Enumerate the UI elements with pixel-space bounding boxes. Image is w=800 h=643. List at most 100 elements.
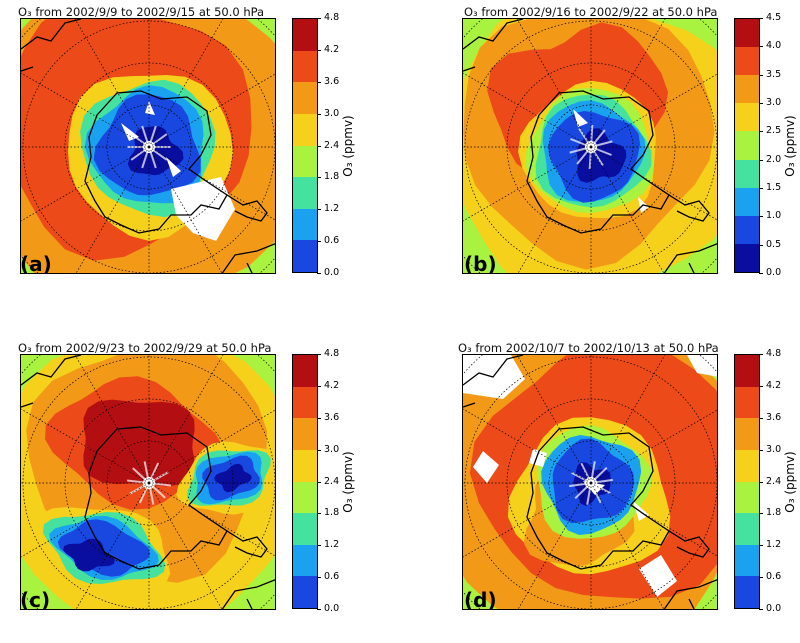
ozone-map [20, 354, 276, 610]
graticule [463, 19, 717, 273]
colorbar-segment [293, 386, 317, 419]
colorbar-tick-text: 0.0 [766, 267, 782, 278]
colorbar-tick-text: 3.0 [766, 97, 782, 108]
antarctica-coastline [526, 90, 670, 234]
colorbar-segment [735, 187, 759, 216]
missing-data-region [171, 177, 235, 241]
colorbar-tick-text: 0.6 [324, 235, 340, 247]
colorbar-tick-text: 1.5 [766, 182, 782, 193]
antarctic-peninsula-coastline [668, 530, 710, 558]
coastlines [21, 19, 275, 273]
meridian-line [590, 73, 717, 148]
colorbar-label: O₃ (ppmv) [341, 115, 355, 177]
colorbar-tick-text: 1.0 [766, 210, 782, 222]
panel-title: O₃ from 2002/10/7 to 2002/10/13 at 50.0 … [458, 341, 719, 355]
colorbar-segment [293, 355, 317, 387]
colorbar-tick-text: 0.0 [324, 603, 340, 614]
colorbar-tick-text: 4.8 [324, 12, 340, 23]
meridian-line [21, 482, 150, 558]
colorbar-segment [735, 19, 759, 48]
colorbar-tick-text: 0.0 [324, 267, 340, 278]
africa-coastline [21, 355, 82, 408]
ozone-map [20, 18, 276, 274]
panel-title: O₃ from 2002/9/9 to 2002/9/15 at 50.0 hP… [18, 5, 265, 19]
colorbar-tick-text: 4.5 [766, 12, 782, 23]
panel-title: O₃ from 2002/9/23 to 2002/9/29 at 50.0 h… [18, 341, 272, 355]
meridian-line [517, 146, 592, 273]
meridian-line [21, 72, 150, 148]
meridian-line [75, 146, 150, 273]
antarctic-peninsula-coastline [226, 194, 268, 222]
ozone-map [462, 354, 718, 610]
colorbar-segment [735, 131, 759, 160]
colorbar-label: O₃ (ppmv) [783, 451, 797, 513]
colorbar-tick-text: 4.8 [766, 348, 782, 359]
antarctica-coastline [526, 426, 670, 570]
meridian-line [590, 19, 666, 148]
colorbar-tick-text: 4.2 [324, 379, 340, 391]
colorbar-segment [293, 208, 317, 241]
antarctic-peninsula-coastline [668, 194, 710, 222]
colorbar-tick-text: 4.0 [766, 40, 782, 52]
colorbar-segment [735, 576, 759, 608]
colorbar-segment [293, 240, 317, 272]
panel-c: O₃ from 2002/9/23 to 2002/9/29 at 50.0 h… [0, 336, 380, 636]
colorbar-segment [735, 355, 759, 387]
colorbar-segment [293, 82, 317, 114]
missing-data-region [473, 451, 499, 483]
colorbar-tick-text: 3.6 [766, 411, 782, 423]
meridian-line [148, 482, 275, 557]
colorbar-tick-text: 2.4 [324, 139, 340, 151]
south-america-coastline [663, 243, 717, 273]
colorbar [292, 18, 318, 273]
colorbar-segment [293, 177, 317, 209]
colorbar-segment [293, 544, 317, 577]
missing-data-region [145, 101, 155, 115]
meridian-line [148, 73, 275, 148]
colorbar-segment [293, 50, 317, 83]
colorbar-tick-text: 3.6 [324, 411, 340, 423]
map-canvas [463, 19, 717, 273]
colorbar-tick-text: 1.2 [324, 539, 340, 551]
colorbar-segment [735, 47, 759, 76]
colorbar-segment [293, 481, 317, 514]
colorbar-segment [735, 215, 759, 244]
colorbar-tick-text: 3.0 [766, 443, 782, 455]
africa-coastline [463, 19, 524, 72]
colorbar-segment [735, 449, 759, 482]
antarctic-peninsula-coastline [226, 530, 268, 558]
meridian-line [590, 482, 717, 557]
south-america-coastline [221, 579, 275, 609]
colorbar-tick-text: 1.8 [324, 507, 340, 519]
colorbar-tick-text: 3.5 [766, 68, 782, 80]
graticule [463, 355, 717, 609]
colorbar-segment [735, 418, 759, 450]
map-canvas [21, 355, 275, 609]
colorbar-tick-text: 2.0 [766, 153, 782, 165]
missing-data-region [639, 555, 677, 597]
colorbar-tick-text: 1.8 [324, 171, 340, 183]
colorbar-label: O₃ (ppmv) [341, 451, 355, 513]
meridian-line [148, 355, 224, 484]
missing-data-region [529, 449, 547, 467]
coastlines [463, 19, 717, 273]
panel-d: O₃ from 2002/10/7 to 2002/10/13 at 50.0 … [442, 336, 800, 636]
missing-data-region [166, 157, 181, 177]
colorbar-tick-text: 4.2 [766, 379, 782, 391]
meridian-line [463, 72, 592, 148]
colorbar-tick-text: 0.6 [766, 571, 782, 583]
colorbar-segment [293, 449, 317, 482]
meridian-line [148, 146, 275, 221]
meridian-line [75, 482, 150, 609]
meridian-line [590, 146, 665, 273]
colorbar-segment [735, 386, 759, 419]
meridian-line [516, 19, 592, 148]
colorbar-segment [735, 159, 759, 188]
coastlines [21, 355, 275, 609]
missing-data-region [633, 501, 649, 521]
colorbar-segment [293, 113, 317, 146]
map-canvas [463, 355, 717, 609]
colorbar-segment [293, 418, 317, 450]
colorbar-tick-text: 1.2 [766, 539, 782, 551]
meridian-line [516, 355, 592, 484]
